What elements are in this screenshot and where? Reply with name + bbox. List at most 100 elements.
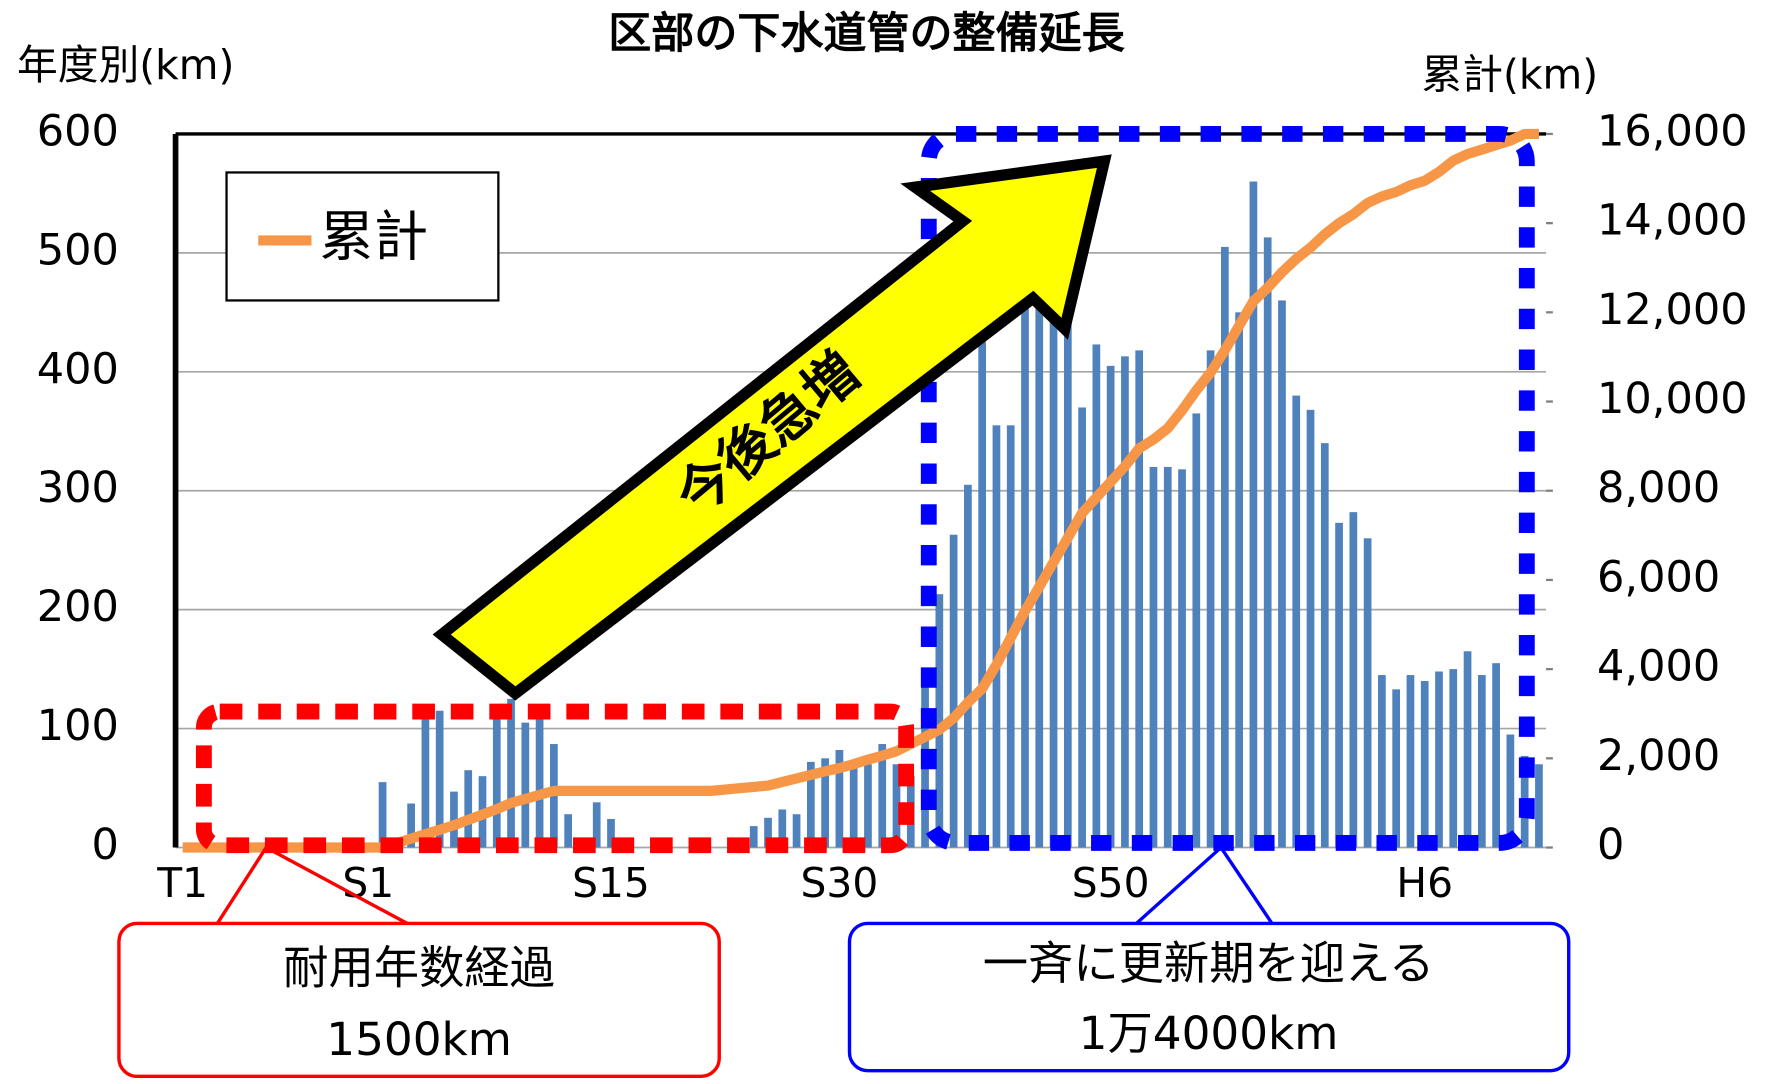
red-callout (117, 921, 721, 1079)
y2-tick-label: 14,000 (1597, 196, 1748, 246)
y-tick-label: 300 (37, 463, 119, 513)
bar (849, 766, 858, 848)
bar (1306, 409, 1315, 848)
red-frame (195, 703, 915, 854)
bar (1492, 663, 1500, 848)
bar (964, 484, 972, 848)
bar (749, 826, 758, 848)
bar (421, 710, 430, 848)
bar (764, 817, 772, 848)
bar (592, 802, 601, 848)
y-tick-label: 0 (92, 820, 119, 870)
bar (1063, 300, 1072, 848)
red-pointer (213, 845, 415, 929)
y-tick-label: 500 (37, 225, 119, 275)
bar (378, 782, 387, 848)
bar (1449, 669, 1458, 848)
bar (1149, 466, 1158, 848)
bar (450, 791, 458, 848)
y2-tick-label: 6,000 (1597, 552, 1720, 602)
bar (778, 809, 787, 848)
x-tick-label: S50 (1072, 859, 1150, 907)
bar (1506, 734, 1515, 848)
legend-label: 累計 (319, 206, 428, 269)
bar (1021, 300, 1029, 848)
bar (1406, 675, 1415, 848)
bar (878, 744, 887, 848)
blue-pointer (1131, 844, 1276, 929)
callout-value: 1500km (326, 1013, 512, 1066)
blue-frame (920, 126, 1535, 851)
bar (1092, 344, 1101, 848)
x-tick-label: T1 (156, 859, 208, 907)
y2-axis-title: 累計(km) (1421, 50, 1598, 98)
bar (992, 425, 1001, 848)
x-tick-label: S30 (801, 859, 879, 907)
bar (492, 710, 501, 848)
bar (507, 698, 515, 848)
bar (1121, 356, 1129, 848)
bar (1221, 246, 1229, 848)
y-tick-label: 100 (37, 701, 119, 751)
y-tick-label: 600 (37, 106, 119, 156)
bar (864, 764, 872, 848)
bar (407, 803, 415, 848)
y2-tick-label: 2,000 (1597, 731, 1720, 781)
bar (1463, 651, 1472, 848)
bar (1420, 681, 1429, 848)
arrow (432, 154, 1112, 701)
chart-title: 区部の下水道管の整備延長 (608, 9, 1125, 59)
ticks: 0 100 200 300 400 500 600 0 2,000 4,000 6,000 8,000… (37, 106, 1748, 907)
bar (1106, 365, 1115, 848)
bar (1435, 671, 1443, 848)
bar (1335, 522, 1343, 848)
y-tick-label: 400 (37, 344, 119, 394)
bar (1535, 764, 1543, 848)
bar (1192, 413, 1201, 848)
bar (1078, 407, 1086, 848)
y2-tick-label: 12,000 (1597, 285, 1748, 335)
bar (1035, 181, 1044, 848)
bar (1206, 350, 1215, 848)
bars (378, 181, 1543, 848)
callout-value: 1万4000km (1079, 1007, 1339, 1060)
bar (607, 818, 615, 848)
bar (978, 342, 987, 848)
bar (435, 710, 444, 848)
bar (1320, 443, 1329, 848)
y2-tick-label: 8,000 (1597, 463, 1720, 513)
bar (1349, 512, 1358, 848)
bar (1363, 538, 1372, 848)
bar (1263, 237, 1272, 848)
x-tick-label: S15 (572, 859, 650, 907)
bar (1249, 181, 1258, 848)
callout-title: 耐用年数経過 (283, 941, 555, 994)
bar (1378, 675, 1386, 848)
bar (1392, 689, 1401, 848)
bar (792, 814, 801, 848)
line (182, 128, 1539, 853)
bar (1278, 300, 1286, 848)
bar (1135, 350, 1144, 848)
bar (1477, 675, 1486, 848)
bar (1178, 469, 1186, 848)
bar (949, 534, 958, 848)
bar (892, 764, 901, 848)
bar (835, 749, 844, 848)
bar (464, 770, 473, 848)
x-tick-label: S1 (342, 859, 394, 907)
blue-callout (847, 921, 1571, 1073)
bar (1292, 395, 1301, 848)
y2-tick-label: 4,000 (1597, 642, 1720, 692)
x-tick-label: H6 (1396, 859, 1453, 907)
y2-tick-label: 0 (1597, 820, 1624, 870)
bar (535, 716, 544, 848)
y2-tick-label: 10,000 (1597, 374, 1748, 424)
callout-title: 一斉に更新期を迎える (983, 937, 1435, 990)
y2-tick-label: 16,000 (1597, 106, 1748, 156)
bar (1235, 312, 1243, 848)
lines (182, 128, 1539, 853)
bar (821, 758, 829, 848)
bar (806, 761, 815, 848)
